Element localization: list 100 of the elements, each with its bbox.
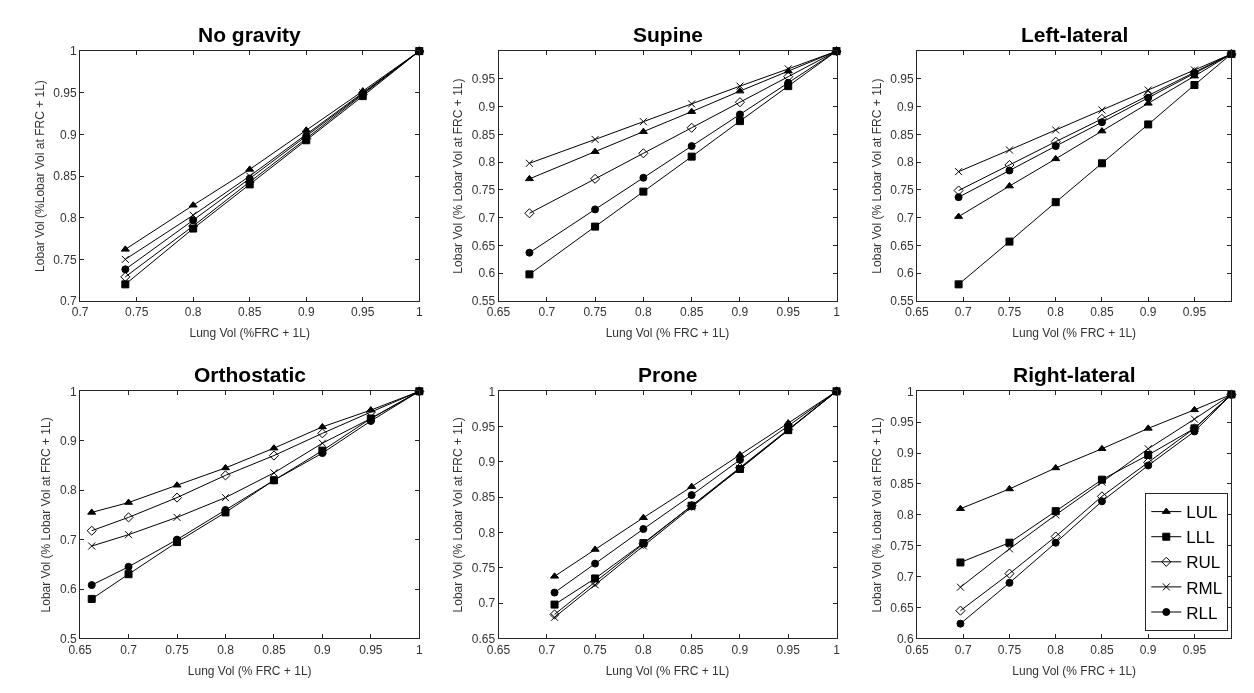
y-tick-label: 0.9 — [60, 433, 78, 448]
y-tick-label: 0.85 — [471, 490, 496, 505]
x-tick-label: 1 — [833, 305, 841, 320]
x-tick-label: 0.95 — [1182, 642, 1207, 657]
x-tick-label: 0.8 — [635, 305, 653, 320]
y-tick-label: 0.75 — [53, 252, 78, 267]
x-axis-title: Lung Vol (% FRC + 1L) — [187, 663, 312, 678]
y-tick-label: 0.9 — [896, 446, 914, 461]
x-tick-label: 0.85 — [1090, 642, 1114, 657]
x-axis-title: Lung Vol (% FRC + 1L) — [1012, 326, 1137, 341]
y-tick-label: 1 — [488, 384, 496, 399]
chart-title: Supine — [633, 23, 704, 46]
x-axis-title: Lung Vol (% FRC + 1L) — [605, 326, 730, 341]
y-tick-label: 0.8 — [478, 525, 496, 540]
x-tick-label: 0.9 — [1139, 305, 1157, 320]
x-tick-label: 0.9 — [314, 642, 332, 657]
y-tick-label: 0.65 — [890, 600, 914, 615]
y-tick-label: 0.5 — [60, 631, 78, 646]
y-axis-title: Lobar Vol (% Lobar Vol at FRC + 1L) — [869, 78, 884, 274]
y-tick-label: 0.95 — [53, 85, 78, 100]
x-tick-label: 0.9 — [1139, 642, 1157, 657]
y-axis-title: Lobar Vol (%Lobar Vol at FRC + 1L) — [32, 80, 47, 272]
y-axis-title: Lobar Vol (% Lobar Vol at FRC + 1L) — [451, 417, 466, 613]
x-tick-label: 0.95 — [1182, 305, 1207, 320]
legend-label: LUL — [1186, 503, 1218, 523]
y-tick-label: 0.85 — [471, 127, 496, 142]
y-tick-label: 0.6 — [478, 266, 496, 281]
x-tick-label: 1 — [833, 642, 841, 657]
x-tick-label: 0.7 — [954, 642, 972, 657]
y-tick-label: 0.8 — [896, 155, 914, 170]
legend-label: LLL — [1186, 528, 1215, 548]
x-tick-label: 0.75 — [583, 642, 608, 657]
x-axis-title: Lung Vol (% FRC + 1L) — [605, 663, 730, 678]
y-tick-label: 0.8 — [60, 210, 78, 225]
y-tick-label: 0.75 — [890, 538, 914, 553]
y-tick-label: 0.8 — [60, 483, 78, 498]
x-tick-label: 0.9 — [731, 305, 749, 320]
x-tick-label: 0.7 — [120, 642, 138, 657]
y-tick-label: 1 — [906, 384, 914, 399]
x-tick-label: 0.9 — [297, 305, 315, 320]
x-tick-label: 0.75 — [165, 642, 190, 657]
y-tick-label: 0.95 — [890, 72, 914, 87]
x-tick-label: 0.85 — [262, 642, 286, 657]
y-tick-label: 0.6 — [60, 582, 78, 597]
x-tick-label: 0.8 — [1047, 305, 1065, 320]
y-tick-label: 0.75 — [890, 183, 914, 198]
x-tick-label: 0.7 — [954, 305, 972, 320]
chart-title: No gravity — [198, 23, 302, 46]
chart-title: Right-lateral — [1013, 363, 1136, 386]
y-axis-title: Lobar Vol (% Lobar Vol at FRC + 1L) — [451, 78, 466, 274]
x-tick-label: 0.8 — [217, 642, 235, 657]
x-axis-title: Lung Vol (%FRC + 1L) — [189, 326, 310, 341]
x-tick-label: 0.85 — [1090, 305, 1114, 320]
chart-title: Orthostatic — [194, 363, 307, 386]
x-tick-label: 0.95 — [776, 642, 801, 657]
x-tick-label: 0.95 — [776, 305, 801, 320]
y-tick-label: 1 — [70, 384, 77, 399]
x-tick-label: 0.8 — [635, 642, 653, 657]
y-tick-label: 0.6 — [896, 266, 914, 281]
y-tick-label: 0.7 — [60, 532, 78, 547]
x-tick-label: 0.85 — [238, 305, 262, 320]
x-tick-label: 0.75 — [583, 305, 608, 320]
x-tick-label: 0.95 — [359, 642, 383, 657]
y-tick-label: 0.95 — [890, 415, 914, 430]
chart-title: Prone — [638, 363, 698, 386]
legend-label: RML — [1186, 578, 1223, 598]
x-tick-label: 1 — [415, 305, 423, 320]
y-axis-title: Lobar Vol (% Lobar Vol at FRC + 1L) — [39, 417, 54, 613]
y-tick-label: 0.7 — [896, 210, 914, 225]
y-tick-label: 1 — [70, 44, 77, 59]
x-tick-label: 0.85 — [679, 305, 704, 320]
y-tick-label: 0.9 — [478, 99, 496, 114]
x-tick-label: 1 — [415, 642, 423, 657]
y-tick-label: 0.9 — [60, 127, 78, 142]
x-tick-label: 0.7 — [538, 305, 556, 320]
y-tick-label: 0.9 — [478, 455, 496, 470]
y-tick-label: 0.8 — [478, 155, 496, 170]
legend-label: RLL — [1186, 603, 1218, 623]
y-tick-label: 0.6 — [896, 631, 914, 646]
y-tick-label: 0.85 — [53, 169, 78, 184]
x-tick-label: 0.75 — [997, 305, 1022, 320]
chart-title: Left-lateral — [1021, 23, 1129, 46]
y-tick-label: 0.7 — [478, 210, 496, 225]
y-tick-label: 0.7 — [896, 569, 914, 584]
y-tick-label: 0.95 — [471, 72, 496, 87]
y-tick-label: 0.75 — [471, 183, 496, 198]
x-tick-label: 0.85 — [679, 642, 704, 657]
y-tick-label: 0.65 — [471, 238, 496, 253]
y-axis-title: Lobar Vol (% Lobar Vol at FRC + 1L) — [869, 417, 884, 613]
x-tick-label: 0.8 — [1047, 642, 1065, 657]
y-tick-label: 0.85 — [890, 127, 914, 142]
y-tick-label: 0.75 — [471, 561, 496, 576]
y-tick-label: 0.8 — [896, 508, 914, 523]
y-tick-label: 0.95 — [471, 419, 496, 434]
y-tick-label: 0.85 — [890, 477, 914, 492]
y-tick-label: 0.65 — [890, 238, 914, 253]
x-tick-label: 0.75 — [997, 642, 1022, 657]
y-tick-label: 0.9 — [896, 99, 914, 114]
x-tick-label: 0.8 — [184, 305, 202, 320]
x-tick-label: 0.7 — [538, 642, 556, 657]
